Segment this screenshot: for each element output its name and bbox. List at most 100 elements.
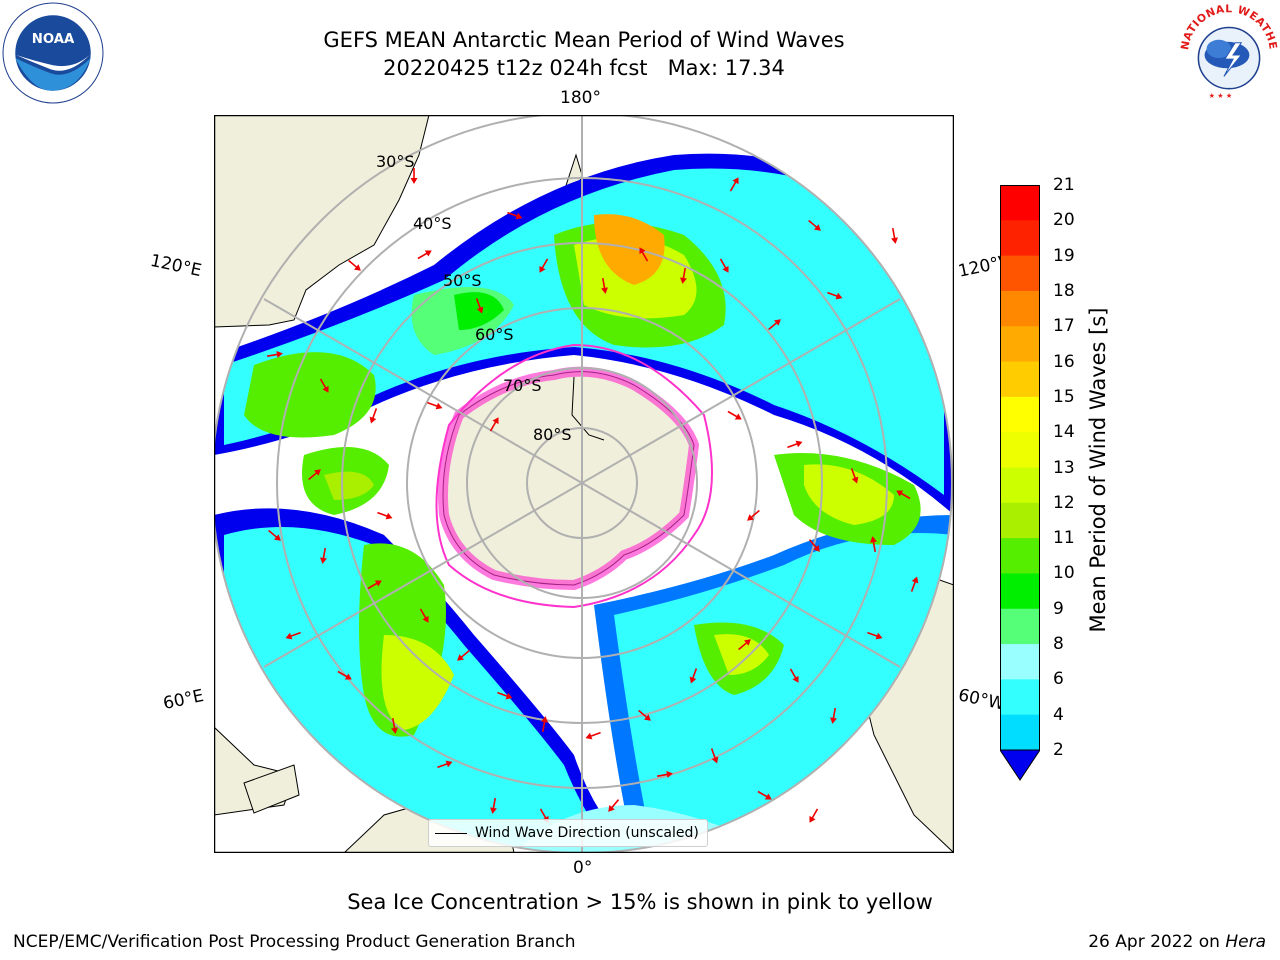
- wave-direction-arrow: [738, 639, 751, 651]
- colorbar-tick-label: 8: [1053, 634, 1064, 655]
- wave-direction-arrow: [850, 468, 859, 484]
- wave-direction-arrow: [638, 709, 651, 721]
- colorbar-tick-label: 20: [1053, 210, 1075, 231]
- noaa-logo: NOAA: [2, 2, 104, 104]
- wave-direction-arrow: [417, 250, 432, 260]
- producer-credit: NCEP/EMC/Verification Post Processing Pr…: [13, 932, 576, 952]
- wave-direction-arrow: [348, 259, 361, 271]
- legend: Wind Wave Direction (unscaled): [428, 819, 708, 847]
- wave-direction-arrow: [457, 649, 470, 661]
- colorbar-tick-label: 9: [1053, 598, 1064, 619]
- date-text: 26 Apr 2022 on: [1088, 932, 1220, 952]
- wave-direction-arrow: [367, 580, 382, 590]
- wave-direction-arrow: [787, 440, 803, 449]
- colorbar-tick-label: 13: [1053, 457, 1075, 478]
- colorbar-tick-label: 4: [1053, 704, 1064, 725]
- colorbar-segment: [1000, 220, 1040, 257]
- colorbar-tick-label: 6: [1053, 669, 1064, 690]
- wave-direction-arrow: [680, 267, 687, 284]
- colorbar-segment: [1000, 361, 1040, 398]
- wave-direction-arrow: [729, 177, 739, 192]
- colorbar-segment: [1000, 255, 1040, 292]
- colorbar-tick-label: 15: [1053, 386, 1075, 407]
- wave-direction-arrow: [870, 536, 877, 553]
- wave-direction-arrow: [285, 631, 301, 640]
- colorbar-tick-label: 10: [1053, 563, 1075, 584]
- colorbar-tick-label: 17: [1053, 316, 1075, 337]
- wave-direction-arrow: [377, 511, 393, 520]
- wave-direction-arrow: [319, 378, 329, 393]
- graticule: [214, 115, 953, 853]
- wave-direction-arrow: [427, 401, 443, 410]
- colorbar-tick-label: 2: [1053, 740, 1064, 760]
- wave-direction-arrow: [437, 760, 453, 769]
- wave-direction-arrow: [827, 291, 843, 300]
- wave-direction-arrow: [497, 691, 513, 700]
- lat-label-40s: 40°S: [413, 214, 452, 233]
- colorbar-segment: [1000, 573, 1040, 610]
- lat-label-30s: 30°S: [376, 152, 415, 171]
- sea-ice-note: Sea Ice Concentration > 15% is shown in …: [347, 890, 933, 914]
- wave-direction-arrow: [710, 748, 719, 764]
- map-title: GEFS MEAN Antarctic Mean Period of Wind …: [214, 26, 954, 82]
- colorbar-tick-label: 11: [1053, 528, 1075, 549]
- colorbar-label: Mean Period of Wind Waves [s]: [1086, 307, 1110, 633]
- wave-direction-arrow: [719, 258, 729, 273]
- colorbar-segment: [1000, 432, 1040, 468]
- wave-direction-arrow: [867, 631, 883, 640]
- lat-label-50s: 50°S: [443, 271, 482, 290]
- wave-direction-arrow: [689, 668, 698, 684]
- colorbar-tick-label: 18: [1053, 280, 1075, 301]
- colorbar-tick-label: 19: [1053, 245, 1075, 266]
- colorbar-extend-triangle: [1000, 749, 1040, 781]
- noaa-logo-text: NOAA: [32, 32, 75, 47]
- date-stamp: 26 Apr 2022 on Hera: [1088, 932, 1266, 952]
- wave-direction-arrow: [910, 576, 919, 592]
- colorbar-tick-label: 21: [1053, 175, 1075, 195]
- legend-label: Wind Wave Direction (unscaled): [475, 825, 699, 841]
- lon-label-lower-right: 60°W: [956, 685, 1007, 715]
- colorbar-tick-label: 12: [1053, 492, 1075, 513]
- title-line-1: GEFS MEAN Antarctic Mean Period of Wind …: [323, 28, 845, 52]
- colorbar-segment: [1000, 185, 1040, 221]
- wave-direction-arrow: [391, 717, 398, 734]
- wave-direction-arrow: [808, 219, 821, 231]
- wave-direction-arrow: [891, 227, 898, 244]
- wave-direction-arrow: [808, 539, 820, 552]
- wave-direction-arrow: [490, 797, 497, 814]
- madagascar-land: [243, 764, 300, 814]
- map-frame: [214, 115, 954, 853]
- colorbar-segment: [1000, 326, 1040, 363]
- lon-label-lower-left: 60°E: [161, 685, 206, 715]
- wave-direction-arrow: [489, 417, 499, 432]
- wave-direction-arrow: [337, 670, 352, 680]
- colorbar-segment: [1000, 290, 1040, 327]
- wave-direction-arrow: [656, 771, 673, 778]
- wave-direction-arrow: [419, 608, 429, 623]
- colorbar-segment: [1000, 679, 1040, 716]
- colorbar: [1000, 185, 1040, 781]
- wave-direction-arrow: [369, 408, 378, 424]
- lon-label-top: 180°: [560, 88, 601, 108]
- wave-direction-arrow: [768, 319, 781, 331]
- wave-direction-arrow: [475, 298, 484, 314]
- wave-direction-arrow: [541, 716, 548, 733]
- colorbar-segment: [1000, 396, 1040, 433]
- lon-label-upper-left: 120°E: [148, 250, 204, 282]
- wave-direction-arrow: [266, 351, 283, 358]
- colorbar-segments: [1000, 185, 1040, 751]
- wave-direction-arrow: [747, 509, 760, 521]
- wave-direction-arrow: [308, 469, 321, 481]
- colorbar-segment: [1000, 538, 1040, 574]
- lat-label-80s: 80°S: [533, 425, 572, 444]
- wave-direction-arrow: [789, 668, 799, 683]
- lon-label-bottom: 0°: [573, 858, 593, 878]
- wave-direction-arrow: [601, 277, 608, 294]
- wave-direction-arrow: [539, 258, 549, 273]
- wave-direction-arrow: [830, 707, 837, 724]
- colorbar-segment: [1000, 714, 1040, 751]
- colorbar-tick-label: 14: [1053, 422, 1075, 443]
- lat-label-60s: 60°S: [475, 325, 514, 344]
- wave-direction-arrow: [320, 547, 327, 564]
- wind-wave-vectors: [266, 168, 919, 823]
